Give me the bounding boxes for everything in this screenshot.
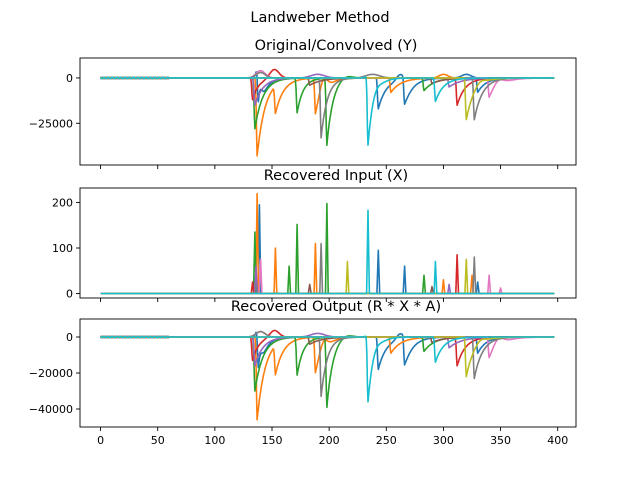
series-line-s2: [100, 202, 555, 295]
figure-suptitle: Landweber Method: [250, 10, 389, 26]
y-tick-label: −40000: [29, 403, 73, 416]
series-line-s1: [100, 192, 555, 295]
x-tick-label: 0: [97, 434, 104, 447]
axes-frame: [79, 57, 577, 166]
x-tick-label: 250: [376, 434, 397, 447]
y-tick-label: 0: [66, 72, 73, 85]
subplots: 0 −25000 Original/Convolved (Y) 0 100 200 Reco…: [29, 38, 577, 447]
series-group: [100, 68, 555, 157]
y-tick-label: 0: [66, 287, 73, 300]
x-tick-label: 300: [433, 434, 454, 447]
series-group: [100, 192, 555, 295]
y-tick-label: −20000: [29, 367, 73, 380]
series-group: [99, 329, 555, 421]
series-line-s9: [100, 76, 555, 146]
x-tick-label: 350: [490, 434, 511, 447]
series-line-s9: [99, 335, 555, 403]
x-tick-label: 100: [204, 434, 225, 447]
subplot-2: 0 50 100 150 200 250 300 350 400 0 −20000 −40000 Rec…: [29, 299, 577, 447]
subplot-title: Recovered Output (R * X * A): [231, 299, 441, 315]
series-line-s9: [100, 209, 555, 295]
x-tick-label: 200: [319, 434, 340, 447]
subplot-0: 0 −25000 Original/Convolved (Y): [29, 38, 577, 169]
x-tick-label: 150: [262, 434, 283, 447]
x-tick-label: 400: [547, 434, 568, 447]
y-tick-label: 100: [52, 242, 73, 255]
series-line-s6: [100, 258, 555, 295]
y-tick-label: −25000: [29, 117, 73, 130]
subplot-title: Recovered Input (X): [264, 168, 408, 184]
axes-frame: [79, 187, 577, 299]
x-tick-label: 50: [151, 434, 165, 447]
subplot-1: 0 100 200 Recovered Input (X): [52, 168, 577, 302]
y-tick-label: 0: [66, 331, 73, 344]
subplot-title: Original/Convolved (Y): [255, 38, 418, 54]
y-tick-label: 200: [52, 197, 73, 210]
